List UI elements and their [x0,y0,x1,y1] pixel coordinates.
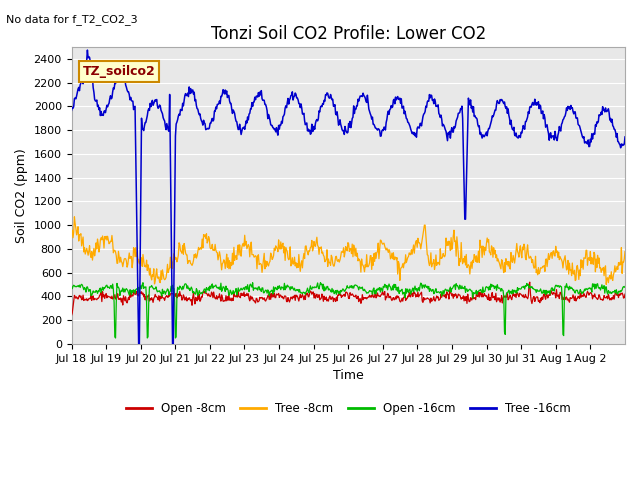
Text: No data for f_T2_CO2_3: No data for f_T2_CO2_3 [6,14,138,25]
Legend: Open -8cm, Tree -8cm, Open -16cm, Tree -16cm: Open -8cm, Tree -8cm, Open -16cm, Tree -… [121,397,576,420]
X-axis label: Time: Time [333,369,364,382]
Text: TZ_soilco2: TZ_soilco2 [83,65,156,78]
Title: Tonzi Soil CO2 Profile: Lower CO2: Tonzi Soil CO2 Profile: Lower CO2 [211,24,486,43]
Y-axis label: Soil CO2 (ppm): Soil CO2 (ppm) [15,148,28,243]
